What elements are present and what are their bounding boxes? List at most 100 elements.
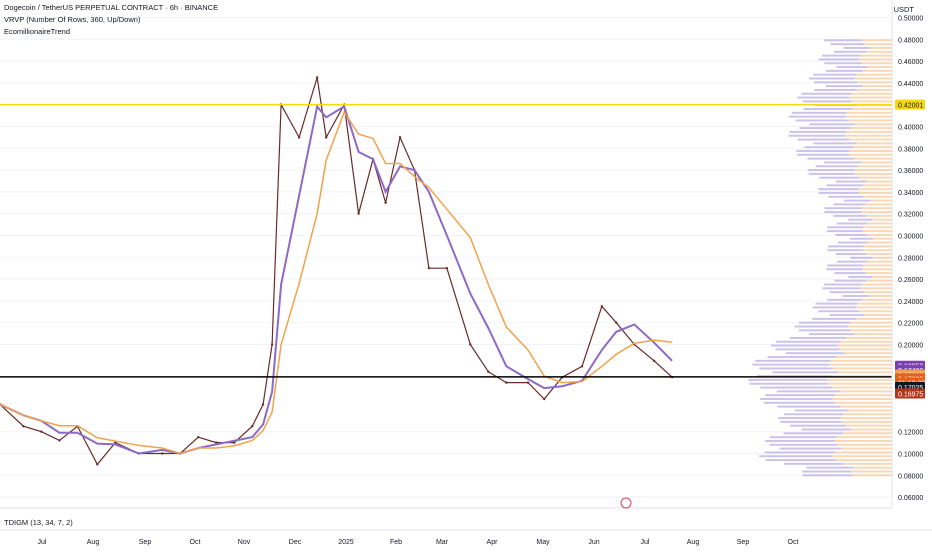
volume-profile-bar xyxy=(759,367,833,370)
y-tick-label: 0.24000 xyxy=(898,299,923,306)
volume-profile-bar xyxy=(827,382,892,385)
price-point xyxy=(251,425,254,428)
volume-profile-bar xyxy=(841,420,892,423)
volume-profile-bar xyxy=(861,62,892,65)
volume-profile-bar xyxy=(775,348,840,351)
volume-profile-bar xyxy=(870,46,892,49)
x-tick-label: Feb xyxy=(390,539,402,546)
volume-profile-bar xyxy=(826,184,863,187)
price-point xyxy=(22,425,25,428)
volume-profile-bar xyxy=(836,66,868,69)
volume-profile-bar xyxy=(827,249,863,252)
volume-profile-bar xyxy=(765,439,835,442)
volume-profile-bar xyxy=(866,233,892,236)
volume-profile-bar xyxy=(798,329,851,332)
volume-profile-bar xyxy=(843,413,892,416)
volume-profile-bar xyxy=(822,54,861,57)
x-tick-label: Jul xyxy=(38,539,47,546)
price-point xyxy=(96,463,99,466)
volume-profile-bar xyxy=(824,207,862,210)
volume-profile-bar xyxy=(775,340,840,343)
price-point xyxy=(324,136,328,139)
price-point xyxy=(58,439,61,442)
lightning-icon[interactable] xyxy=(620,497,632,509)
volume-profile-bar xyxy=(839,340,892,343)
volume-profile-bar xyxy=(834,451,892,454)
volume-profile-bar xyxy=(835,233,867,236)
currency-label[interactable]: USDT xyxy=(893,5,914,14)
price-point xyxy=(469,343,472,346)
volume-profile-bar xyxy=(789,336,847,339)
volume-profile-bar xyxy=(833,214,866,217)
volume-profile-bar xyxy=(840,417,892,420)
volume-profile-bar xyxy=(867,260,892,263)
volume-profile-bar xyxy=(853,466,892,469)
volume-profile-bar xyxy=(822,287,861,290)
volume-profile-bar xyxy=(867,241,892,244)
volume-profile-bar xyxy=(854,172,892,175)
volume-profile-bar xyxy=(836,356,892,359)
x-tick-label: Apr xyxy=(487,539,499,546)
volume-profile-bar xyxy=(862,264,892,267)
volume-profile-bar xyxy=(845,115,892,118)
volume-profile-bar xyxy=(834,50,866,53)
bottom-pane-label[interactable]: TDIGM (13, 34, 7, 2) xyxy=(4,518,73,527)
volume-profile-bar xyxy=(815,302,858,305)
volume-profile-bar xyxy=(812,306,857,309)
volume-profile-bar xyxy=(814,88,858,91)
price-point xyxy=(398,136,402,139)
volume-profile-bar xyxy=(795,119,849,122)
volume-profile-bar xyxy=(861,161,892,164)
volume-profile-bar xyxy=(842,294,870,297)
volume-profile-bar xyxy=(831,375,892,378)
volume-profile-bar xyxy=(845,130,892,133)
volume-profile-bar xyxy=(851,474,892,477)
volume-profile-bar xyxy=(825,85,863,88)
volume-profile-bar xyxy=(851,428,892,431)
volume-profile-bar xyxy=(794,325,849,328)
volume-profile-bar xyxy=(840,405,892,408)
volume-profile-bar xyxy=(856,317,892,320)
indicator-trend[interactable]: EcomillionaireTrend xyxy=(4,27,70,36)
price-point xyxy=(233,441,236,444)
price-label-text: 0.17025 xyxy=(898,385,923,392)
volume-profile-bar xyxy=(853,157,892,160)
volume-profile-bar xyxy=(852,108,892,111)
volume-profile-bar xyxy=(851,92,892,95)
volume-profile-bar xyxy=(850,127,892,130)
volume-profile-bar xyxy=(848,119,892,122)
indicator-vrvp[interactable]: VRVP (Number Of Rows, 360, Up/Down) xyxy=(4,15,141,24)
volume-profile-bar xyxy=(846,424,892,427)
volume-profile-bar xyxy=(861,207,892,210)
volume-profile-bar xyxy=(841,447,892,450)
volume-profile-bar xyxy=(860,54,892,57)
price-label-badge xyxy=(895,99,925,110)
volume-profile-bar xyxy=(824,39,862,42)
y-tick-label: 0.40000 xyxy=(898,124,923,131)
volume-profile-bar xyxy=(771,344,838,347)
volume-profile-bar xyxy=(861,39,892,42)
volume-profile-bar xyxy=(848,325,892,328)
volume-profile-bar xyxy=(865,203,892,206)
price-point xyxy=(261,403,265,406)
volume-profile-bar xyxy=(777,405,841,408)
volume-profile-bar xyxy=(780,420,842,423)
volume-profile-bar xyxy=(843,432,892,435)
price-point xyxy=(315,76,319,79)
volume-profile-bar xyxy=(857,165,892,168)
y-tick-label: 0.46000 xyxy=(898,59,923,66)
volume-profile-bar xyxy=(862,230,892,233)
volume-profile-bar xyxy=(865,50,892,53)
price-point xyxy=(445,266,449,270)
price-point xyxy=(505,381,508,384)
volume-profile-bar xyxy=(854,169,892,172)
symbol-title[interactable]: Dogecoin / TetherUS PERPETUAL CONTRACT ·… xyxy=(4,3,219,12)
volume-profile-bar xyxy=(824,283,862,286)
volume-profile-bar xyxy=(829,363,892,366)
volume-profile-bar xyxy=(752,363,830,366)
x-tick-label: Aug xyxy=(87,539,100,546)
y-tick-label: 0.44000 xyxy=(898,81,923,88)
volume-profile-bar xyxy=(827,378,892,381)
